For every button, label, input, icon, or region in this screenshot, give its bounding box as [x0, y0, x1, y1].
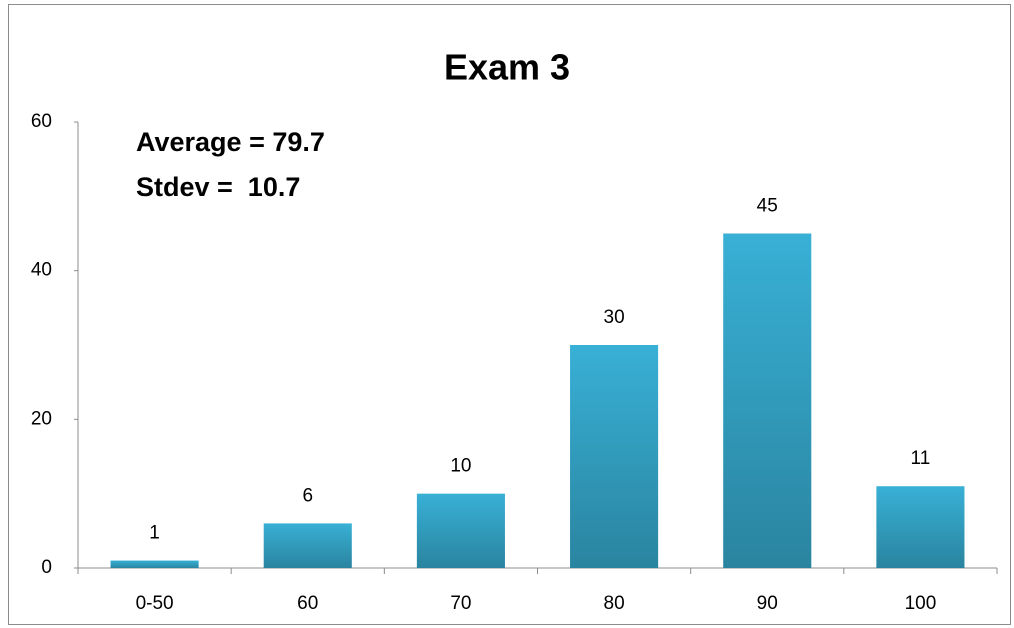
x-tick-label: 70	[450, 593, 471, 614]
bar	[263, 523, 352, 568]
x-tick-label: 60	[297, 593, 318, 614]
bar	[723, 233, 812, 568]
x-tick-label: 80	[604, 593, 625, 614]
bar	[570, 345, 659, 568]
bar	[110, 560, 199, 568]
x-tick-label: 100	[905, 593, 937, 614]
x-tick-label: 0-50	[136, 593, 174, 614]
data-label: 10	[450, 456, 471, 477]
chart-border	[8, 4, 1011, 625]
x-tick-label: 90	[757, 593, 778, 614]
y-tick-label: 20	[31, 408, 52, 429]
data-label: 1	[149, 523, 160, 544]
y-tick-label: 60	[31, 111, 52, 132]
data-label: 45	[757, 196, 778, 217]
data-label: 11	[911, 448, 931, 469]
chart-title: Exam 3	[444, 47, 570, 88]
annotation: Stdev = 10.7	[136, 172, 300, 202]
y-tick-label: 0	[41, 557, 52, 578]
bar	[416, 493, 505, 568]
bar	[876, 486, 965, 568]
annotation: Average = 79.7	[136, 127, 325, 157]
y-tick-label: 40	[31, 260, 52, 281]
data-label: 6	[302, 485, 313, 506]
data-label: 30	[604, 307, 625, 328]
